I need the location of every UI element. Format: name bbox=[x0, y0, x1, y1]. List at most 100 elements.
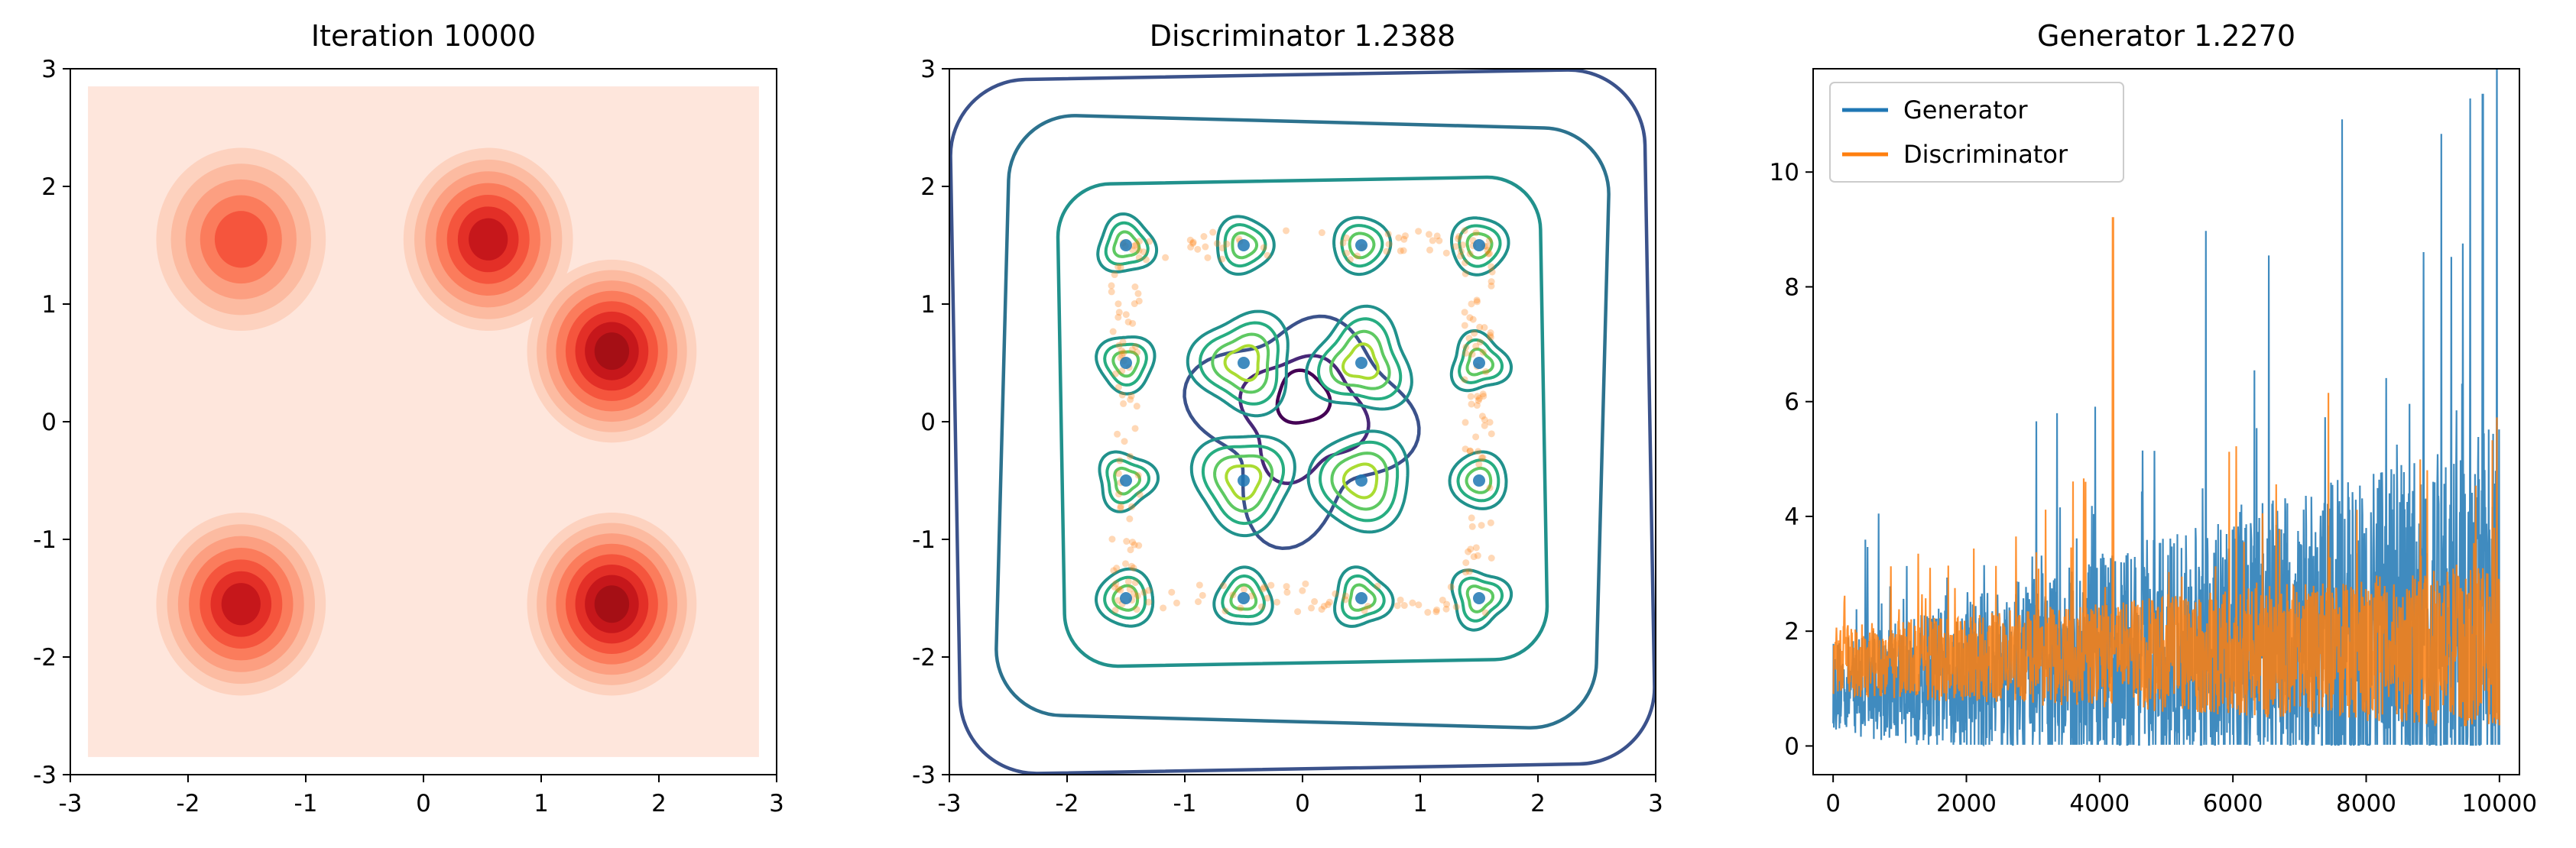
contour-local-3-2 bbox=[1465, 231, 1494, 260]
generated-sample-point bbox=[1218, 244, 1226, 252]
generated-sample-point bbox=[1433, 232, 1441, 240]
generated-sample-point bbox=[1168, 588, 1176, 596]
generated-sample-point bbox=[1173, 599, 1180, 607]
generated-sample-point bbox=[1409, 599, 1416, 607]
contour-local-6-3 bbox=[1342, 342, 1380, 380]
generated-sample-point bbox=[1476, 338, 1484, 346]
generated-sample-point bbox=[1129, 319, 1137, 327]
generated-sample-point bbox=[1455, 232, 1463, 240]
panel3-xtick-label: 8000 bbox=[2336, 790, 2396, 817]
generated-sample-point bbox=[1447, 583, 1455, 591]
legend-box bbox=[1829, 82, 2124, 183]
heatmap-plot-area bbox=[88, 86, 759, 757]
contour-local-2-2 bbox=[1348, 231, 1376, 260]
generated-sample-point bbox=[1468, 514, 1475, 522]
generated-sample-point bbox=[1140, 588, 1148, 596]
generated-sample-point bbox=[1134, 290, 1142, 297]
density-mode-4-level-7 bbox=[594, 585, 630, 623]
panel3-xtick-label: 2000 bbox=[1936, 790, 1997, 817]
generated-sample-point bbox=[1189, 238, 1197, 246]
generated-sample-point bbox=[1109, 328, 1117, 335]
panel2-xtick-label: 0 bbox=[1295, 790, 1310, 817]
generated-sample-point bbox=[1488, 430, 1495, 438]
generated-sample-point bbox=[1189, 240, 1197, 248]
panel1-ytick-label: -3 bbox=[33, 762, 57, 789]
generated-sample-point bbox=[1465, 548, 1472, 555]
generated-sample-point bbox=[1487, 329, 1494, 337]
contour-outer-0 bbox=[949, 69, 1656, 775]
generated-sample-point bbox=[1468, 400, 1475, 408]
contour-local-14-0 bbox=[1333, 565, 1395, 628]
generated-sample-point bbox=[1114, 470, 1122, 477]
contour-local-15-1 bbox=[1458, 576, 1504, 623]
generated-sample-point bbox=[1146, 238, 1153, 245]
panel2-ytick-label: -3 bbox=[912, 762, 936, 789]
contour-local-0-0 bbox=[1096, 212, 1159, 273]
generated-sample-point bbox=[1145, 587, 1153, 594]
contour-outer-1 bbox=[994, 114, 1611, 730]
generated-sample-point bbox=[1332, 590, 1339, 597]
generated-sample-point bbox=[1385, 241, 1393, 248]
generated-sample-point bbox=[1119, 338, 1127, 346]
contour-panel: Discriminator 1.2388 -3 -2 -1 0 1 2 3 -3 -2 -1 0 1 2… bbox=[912, 19, 1663, 817]
generated-sample-point bbox=[1320, 602, 1328, 610]
generated-sample-point bbox=[1361, 607, 1368, 614]
contour-local-1-1 bbox=[1223, 223, 1267, 268]
generated-sample-point bbox=[1117, 504, 1124, 512]
generated-sample-point bbox=[1186, 236, 1194, 244]
generated-sample-point bbox=[1456, 252, 1464, 260]
panel1-ytick-label: 3 bbox=[41, 56, 57, 83]
generated-sample-point bbox=[1117, 264, 1124, 271]
panel1-xtick-label: 3 bbox=[769, 790, 784, 817]
generated-sample-point bbox=[1475, 395, 1483, 403]
contour-local-14-2 bbox=[1348, 583, 1377, 612]
panel1-xtick-label: -1 bbox=[294, 790, 318, 817]
generated-sample-point bbox=[1384, 230, 1392, 238]
generated-sample-point bbox=[1487, 519, 1494, 526]
contour-local-3-1 bbox=[1458, 224, 1502, 268]
generated-sample-point bbox=[1121, 560, 1129, 568]
panel2-ytick-label: -2 bbox=[912, 644, 936, 672]
contour-local-10-0 bbox=[1306, 429, 1410, 534]
generated-sample-point bbox=[1311, 597, 1319, 605]
contour-local-5-1 bbox=[1199, 321, 1280, 406]
panel1-xtick-label: 0 bbox=[416, 790, 431, 817]
generated-sample-point bbox=[1118, 367, 1126, 374]
generated-sample-point bbox=[1467, 545, 1475, 553]
generated-sample-point bbox=[1122, 311, 1130, 319]
panel3-ytick-label: 6 bbox=[1784, 389, 1799, 416]
generated-sample-point bbox=[1395, 234, 1403, 241]
generated-sample-point bbox=[1439, 596, 1446, 604]
panel3-xtick-label: 0 bbox=[1825, 790, 1841, 817]
real-sample-point bbox=[1355, 474, 1367, 487]
generated-sample-point bbox=[1339, 239, 1347, 247]
generated-sample-point bbox=[1136, 490, 1144, 498]
generated-sample-point bbox=[1108, 536, 1116, 543]
generated-sample-point bbox=[1257, 603, 1265, 610]
generated-sample-point bbox=[1401, 232, 1409, 240]
generated-sample-point bbox=[1131, 283, 1139, 290]
generated-sample-point bbox=[1462, 349, 1470, 357]
contour-local-6-1 bbox=[1316, 317, 1403, 401]
generated-sample-point bbox=[1488, 268, 1496, 276]
generated-sample-point bbox=[1397, 247, 1404, 254]
contour-local-6-0 bbox=[1304, 304, 1413, 411]
generated-sample-point bbox=[1470, 553, 1478, 561]
generated-sample-point bbox=[1485, 237, 1493, 244]
density-mode-1-level-6 bbox=[469, 218, 508, 261]
generated-sample-point bbox=[1127, 396, 1134, 403]
generated-sample-point bbox=[1162, 254, 1170, 261]
generated-sample-point bbox=[1127, 392, 1135, 400]
generated-sample-point bbox=[1400, 602, 1408, 610]
generated-sample-point bbox=[1488, 554, 1495, 562]
contour-local-5-0 bbox=[1186, 309, 1290, 418]
generated-sample-point bbox=[1462, 343, 1470, 351]
generated-sample-point bbox=[1479, 348, 1487, 356]
legend: Generator Discriminator bbox=[1829, 82, 2124, 183]
generated-sample-point bbox=[1135, 254, 1143, 261]
contour-local-10-1 bbox=[1318, 440, 1400, 523]
generated-sample-point bbox=[1114, 430, 1121, 438]
contour-local-8-1 bbox=[1105, 458, 1150, 505]
generated-sample-point bbox=[1479, 454, 1487, 461]
contour-local-15-2 bbox=[1465, 584, 1494, 613]
